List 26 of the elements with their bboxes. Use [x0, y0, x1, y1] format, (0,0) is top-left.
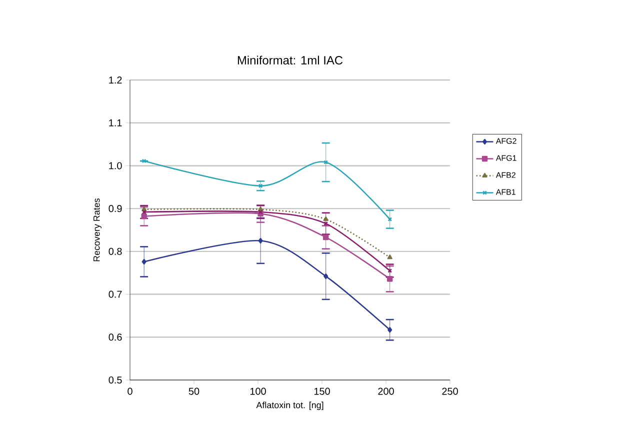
- y-tick-label: 0.5: [108, 376, 122, 384]
- y-tick-label: 0.9: [108, 205, 122, 212]
- point: [323, 216, 328, 222]
- x-tick-label: 250: [442, 388, 458, 395]
- x-tick-label: 50: [188, 388, 200, 395]
- point: [258, 238, 263, 244]
- x-tick-label: 150: [314, 388, 330, 395]
- x-tick-label: 100: [250, 388, 266, 395]
- x-tick-label: 200: [378, 388, 394, 395]
- y-tick-label: 0.8: [108, 248, 122, 255]
- x-axis-title: Aflatoxin tot. [ng]: [256, 402, 324, 410]
- point: [258, 184, 263, 188]
- y-tick-label: 1.0: [109, 162, 122, 170]
- point: [142, 258, 146, 265]
- point: [323, 234, 329, 240]
- chart-title: Miniformat: 1ml IAC: [238, 56, 343, 65]
- y-axis-title: Recovery Rates: [94, 198, 102, 262]
- y-tick-label: 1.1: [109, 119, 122, 126]
- x-tick-label: 0: [128, 388, 132, 395]
- y-tick-label: 0.6: [108, 334, 122, 341]
- point: [387, 276, 393, 282]
- y-tick-label: 0.7: [108, 290, 122, 298]
- point: [324, 273, 328, 280]
- point: [388, 327, 392, 333]
- y-tick-label: 1.2: [109, 76, 122, 84]
- point: [387, 254, 392, 260]
